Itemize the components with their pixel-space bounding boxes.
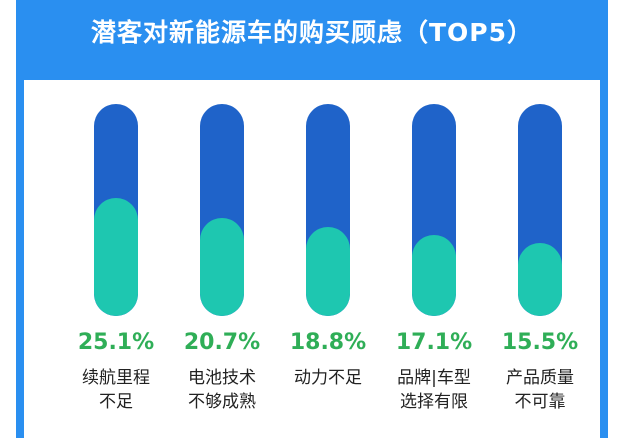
bar-track (306, 104, 350, 316)
title-band: 潜客对新能源车的购买顾虑（TOP5） (24, 0, 600, 80)
category-label: 产品质量 不可靠 (485, 366, 595, 414)
bar-track (412, 104, 456, 316)
bar-value-label: 15.5% (501, 330, 579, 355)
bar-value-label: 17.1% (395, 330, 473, 355)
bar-track (200, 104, 244, 316)
category-label-line: 不可靠 (514, 392, 566, 412)
category-label-line: 品牌|车型 (397, 368, 471, 388)
bar-value-label: 25.1% (77, 330, 155, 355)
bar-fill (94, 198, 138, 316)
bar-fill (200, 218, 244, 316)
category-label: 续航里程 不足 (61, 366, 171, 414)
bar-fill (412, 235, 456, 316)
bar-track (518, 104, 562, 316)
category-label-line: 续航里程 (82, 368, 150, 388)
category-label-line: 动力不足 (294, 368, 362, 388)
category-label-line: 不足 (99, 392, 133, 412)
bar-value-label: 18.8% (289, 330, 367, 355)
category-label-line: 电池技术 (188, 368, 256, 388)
chart-card: 潜客对新能源车的购买顾虑（TOP5） 25.1% 续航里程不足 20.7% 电池技术不… (16, 0, 608, 438)
category-label-line: 产品质量 (506, 368, 574, 388)
category-label-line: 不够成熟 (188, 392, 256, 412)
category-label: 电池技术 不够成熟 (167, 366, 277, 414)
category-label: 品牌|车型选择有限 (379, 366, 489, 414)
bar-track (94, 104, 138, 316)
category-label: 动力不足 (273, 366, 383, 390)
category-label-line: 选择有限 (400, 392, 468, 412)
chart-title: 潜客对新能源车的购买顾虑（TOP5） (90, 18, 534, 47)
bar-fill (306, 227, 350, 316)
chart-plot-area: 25.1% 续航里程不足 20.7% 电池技术不够成熟 18.8% 动力不足 17.1% 品牌… (24, 80, 600, 438)
bar-value-label: 20.7% (183, 330, 261, 355)
bar-fill (518, 243, 562, 316)
